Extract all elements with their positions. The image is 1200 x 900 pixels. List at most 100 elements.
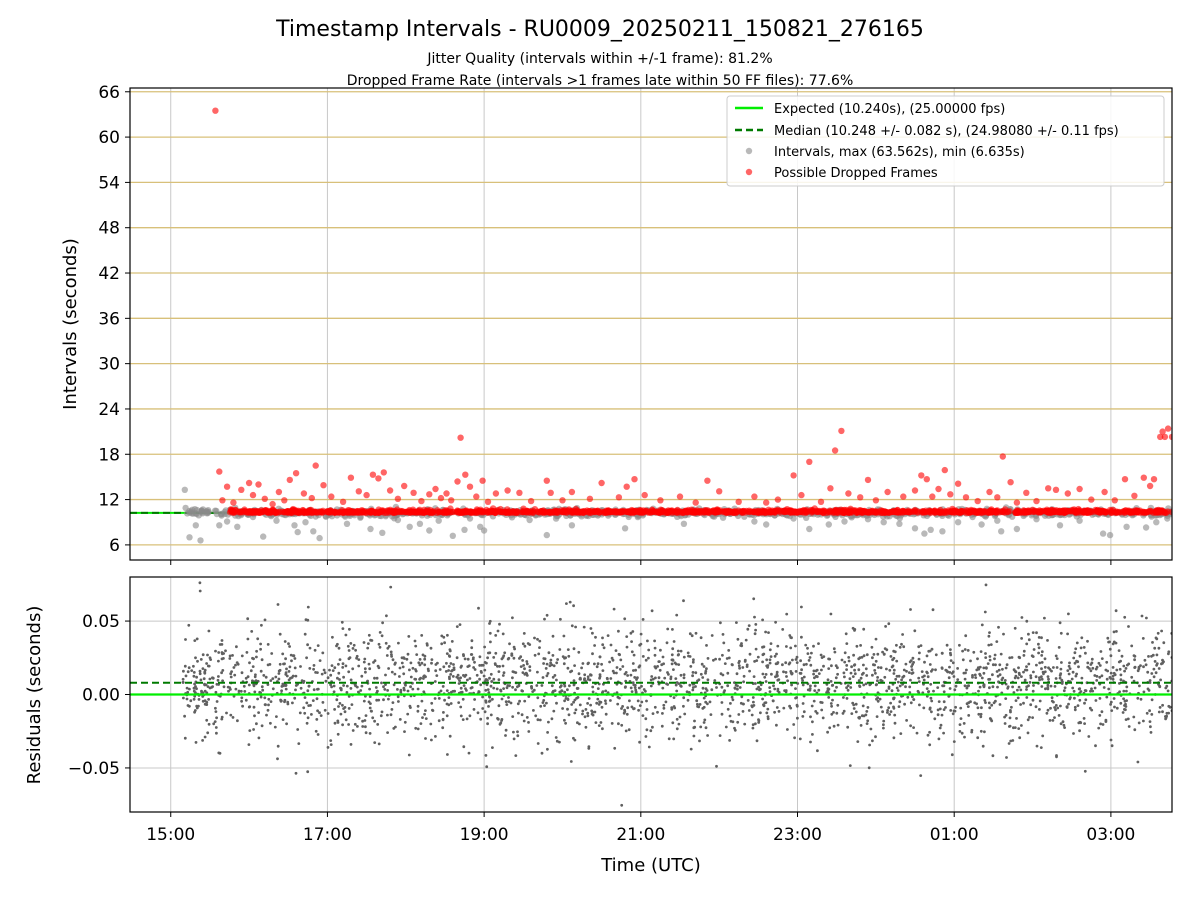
interval-point (302, 519, 309, 526)
residual-point (427, 669, 430, 673)
residual-point (220, 639, 224, 642)
residual-point (1124, 667, 1128, 670)
residual-point (402, 688, 406, 692)
residual-point (447, 669, 450, 672)
residual-point (1080, 636, 1084, 640)
residual-point (728, 714, 732, 718)
residual-point (977, 712, 981, 716)
residual-point (715, 686, 718, 689)
residual-point (540, 751, 544, 755)
residual-point (984, 701, 987, 704)
residual-point (666, 683, 670, 686)
residual-point (1043, 657, 1047, 661)
residual-point (862, 663, 865, 667)
residual-point (932, 689, 935, 693)
residual-point (1124, 718, 1128, 721)
residual-point (609, 643, 613, 647)
residual-point (1035, 744, 1039, 748)
residual-point (1123, 615, 1127, 619)
residual-point (414, 677, 418, 681)
dropped-frame-point (1048, 508, 1055, 516)
residual-point (239, 689, 243, 693)
residual-point (229, 713, 233, 717)
interval-point (367, 525, 374, 533)
residual-point (928, 707, 932, 711)
residual-point (573, 698, 577, 702)
interval-point (790, 515, 797, 522)
residual-point (328, 668, 331, 672)
residual-point (229, 675, 233, 679)
residual-point (319, 714, 323, 717)
residual-point (609, 677, 613, 680)
residual-point (530, 685, 533, 688)
residual-point (570, 703, 574, 706)
residual-point (730, 695, 734, 699)
dropped-frame-point (894, 509, 901, 516)
residual-point (1142, 665, 1145, 669)
residual-point (445, 714, 449, 718)
residual-point (421, 653, 425, 657)
residual-point (849, 686, 853, 689)
dropped-frame-point (354, 509, 361, 516)
residual-point (786, 679, 789, 683)
residual-point (316, 671, 319, 674)
residual-point (181, 681, 185, 684)
residual-point (312, 688, 316, 692)
residual-point (382, 698, 385, 702)
residual-point (274, 675, 278, 679)
residual-point (765, 658, 769, 662)
dropped-frame-point (598, 479, 605, 487)
residual-point (1019, 703, 1022, 706)
residual-point (337, 646, 341, 650)
residual-point (754, 628, 757, 632)
residual-point (852, 663, 856, 667)
residual-point (1072, 732, 1075, 735)
residual-point (1027, 632, 1030, 636)
residual-point (611, 658, 615, 662)
residual-point (1040, 675, 1043, 679)
residual-point (1057, 714, 1061, 717)
residual-point (229, 672, 233, 676)
residual-point (312, 667, 315, 671)
residual-point (1059, 667, 1063, 671)
residual-point (329, 673, 333, 677)
residual-point (980, 623, 984, 627)
residual-point (1090, 657, 1094, 661)
residual-point (874, 735, 877, 739)
residual-point (661, 655, 665, 659)
residual-point (726, 684, 730, 688)
residual-point (336, 719, 340, 723)
residual-point (305, 701, 309, 705)
residual-point (207, 629, 211, 633)
residual-point (645, 708, 649, 711)
residual-point (1112, 630, 1116, 634)
residual-point (567, 713, 571, 717)
residual-point (1005, 756, 1008, 759)
residual-point (1111, 666, 1115, 669)
residual-point (662, 706, 666, 710)
residual-point (703, 718, 707, 722)
residual-point (359, 689, 363, 692)
residual-point (860, 673, 864, 676)
interval-point (406, 523, 413, 530)
residual-point (650, 675, 654, 678)
residual-point (942, 731, 945, 735)
dropped-frame-point (819, 509, 827, 516)
residual-point (262, 674, 266, 677)
residual-point (984, 583, 988, 587)
interval-point (864, 516, 872, 523)
residual-point (446, 753, 449, 756)
residual-point (827, 667, 831, 670)
residual-point (847, 656, 851, 659)
residual-point (589, 703, 592, 707)
residual-point (1078, 698, 1082, 702)
residual-point (1026, 731, 1030, 735)
residual-point (776, 644, 780, 648)
residual-point (621, 665, 625, 668)
residual-point (259, 647, 262, 651)
residual-point (416, 704, 420, 708)
residual-point (774, 620, 777, 624)
residual-point (917, 680, 921, 683)
dropped-frame-point (504, 487, 511, 494)
residual-point (409, 685, 412, 689)
